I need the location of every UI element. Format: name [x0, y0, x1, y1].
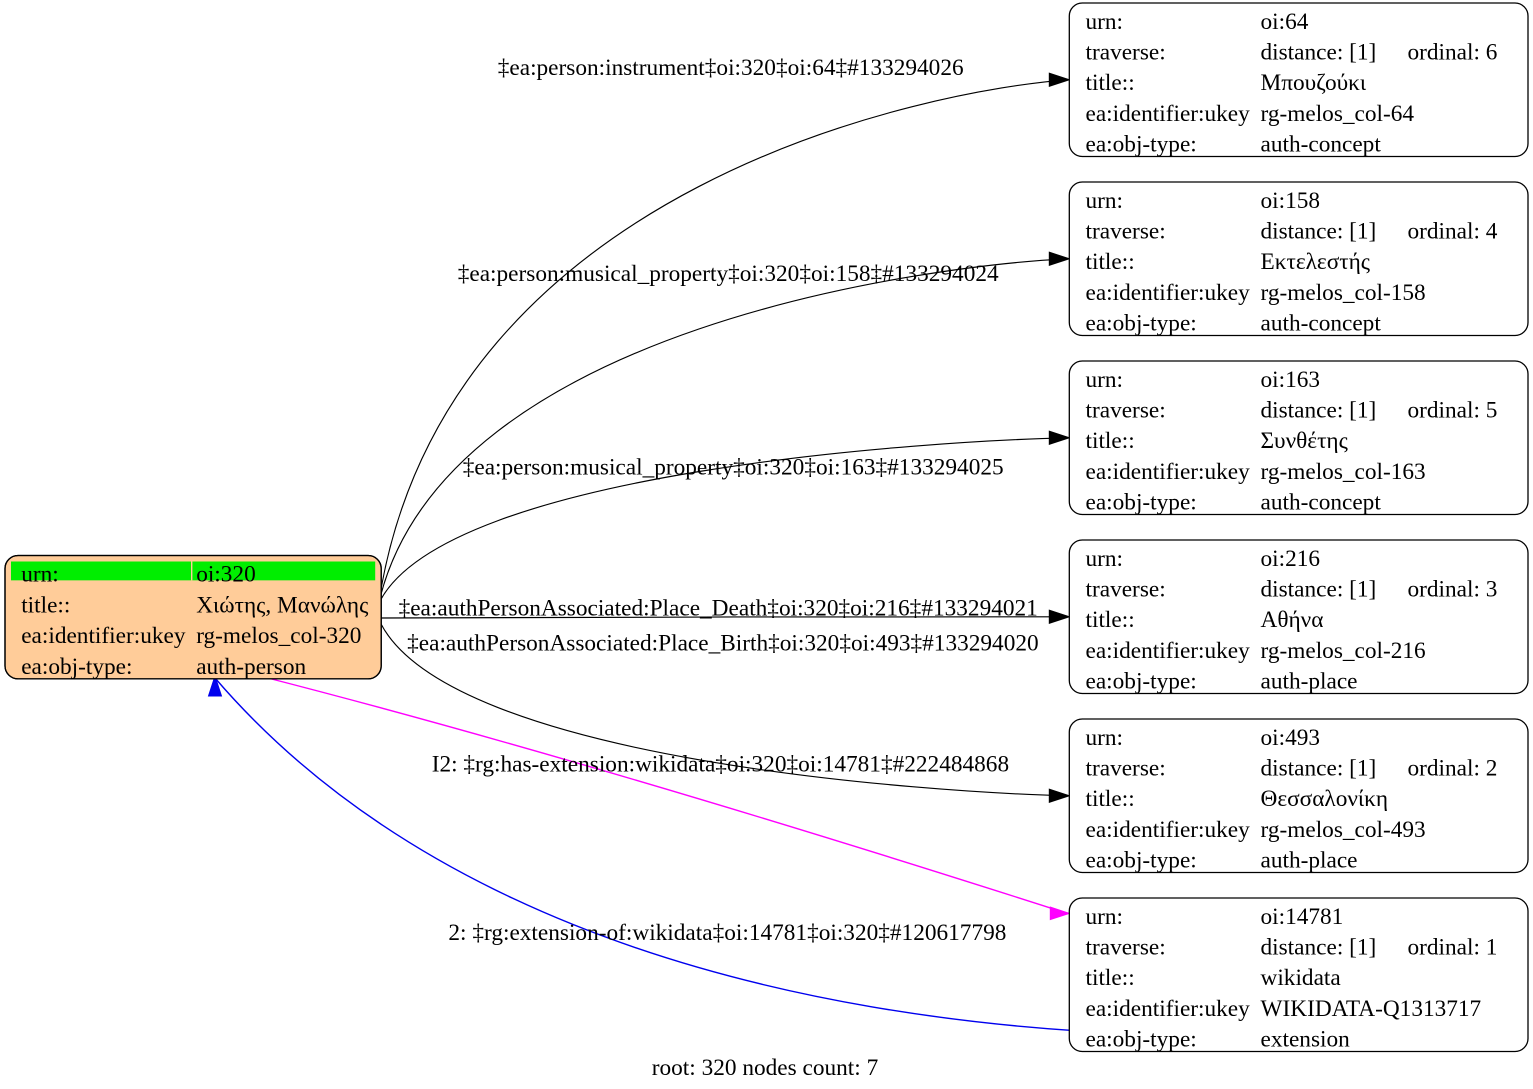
svg-text:title::: title:: [1086, 428, 1135, 454]
svg-text:rg-melos_col-158: rg-melos_col-158 [1261, 280, 1426, 306]
svg-text:rg-melos_col-493: rg-melos_col-493 [1261, 817, 1426, 843]
svg-text:ea:identifier:ukey: ea:identifier:ukey [1086, 101, 1251, 127]
svg-text:urn:: urn: [1086, 546, 1124, 572]
svg-text:auth-place: auth-place [1261, 669, 1358, 695]
svg-text:auth-person: auth-person [196, 654, 306, 680]
svg-text:ea:identifier:ukey: ea:identifier:ukey [21, 623, 186, 649]
svg-text:urn:: urn: [1086, 367, 1124, 393]
svg-text:ea:identifier:ukey: ea:identifier:ukey [1086, 280, 1251, 306]
svg-text:extension: extension [1261, 1027, 1351, 1053]
svg-text:oi:320: oi:320 [196, 561, 256, 587]
svg-text:traverse:: traverse: [1086, 934, 1166, 960]
svg-text:title::: title:: [1086, 607, 1135, 633]
svg-text:oi:493: oi:493 [1261, 725, 1321, 751]
svg-text:Θεσσαλονίκη: Θεσσαλονίκη [1261, 786, 1389, 812]
svg-text:ea:obj-type:: ea:obj-type: [21, 654, 132, 680]
svg-text:auth-concept: auth-concept [1261, 490, 1382, 516]
svg-text:urn:: urn: [1086, 9, 1124, 35]
svg-text:ordinal: 3: ordinal: 3 [1408, 576, 1498, 602]
svg-text:Αθήνα: Αθήνα [1261, 607, 1324, 633]
svg-text:title::: title:: [1086, 70, 1135, 96]
svg-text:ordinal: 2: ordinal: 2 [1408, 755, 1498, 781]
svg-text:ordinal: 1: ordinal: 1 [1408, 934, 1498, 960]
svg-text:‡ea:person:musical_property‡oi: ‡ea:person:musical_property‡oi:320‡oi:16… [463, 455, 1004, 481]
svg-text:Χιώτης, Μανώλης: Χιώτης, Μανώλης [196, 592, 368, 618]
svg-text:distance: [1]: distance: [1] [1261, 218, 1377, 244]
svg-text:ea:identifier:ukey: ea:identifier:ukey [1086, 638, 1251, 664]
svg-text:traverse:: traverse: [1086, 397, 1166, 423]
svg-text:ordinal: 6: ordinal: 6 [1408, 39, 1498, 65]
svg-text:traverse:: traverse: [1086, 755, 1166, 781]
svg-text:ordinal: 4: ordinal: 4 [1408, 218, 1498, 244]
svg-text:urn:: urn: [1086, 725, 1124, 751]
svg-text:traverse:: traverse: [1086, 218, 1166, 244]
svg-text:wikidata: wikidata [1261, 965, 1342, 991]
svg-text:ea:obj-type:: ea:obj-type: [1086, 669, 1197, 695]
svg-text:oi:163: oi:163 [1261, 367, 1321, 393]
svg-text:rg-melos_col-216: rg-melos_col-216 [1261, 638, 1426, 664]
svg-text:traverse:: traverse: [1086, 576, 1166, 602]
svg-text:urn:: urn: [1086, 904, 1124, 930]
svg-text:title::: title:: [21, 592, 70, 618]
svg-text:ordinal: 5: ordinal: 5 [1408, 397, 1498, 423]
svg-text:distance: [1]: distance: [1] [1261, 397, 1377, 423]
svg-text:title::: title:: [1086, 965, 1135, 991]
svg-text:Συνθέτης: Συνθέτης [1261, 428, 1348, 454]
svg-text:traverse:: traverse: [1086, 39, 1166, 65]
svg-text:Εκτελεστής: Εκτελεστής [1261, 249, 1371, 275]
svg-text:ea:obj-type:: ea:obj-type: [1086, 311, 1197, 337]
svg-text:auth-place: auth-place [1261, 848, 1358, 874]
svg-text:root: 320 nodes count: 7: root: 320 nodes count: 7 [652, 1055, 878, 1081]
svg-text:ea:identifier:ukey: ea:identifier:ukey [1086, 459, 1251, 485]
svg-text:title::: title:: [1086, 786, 1135, 812]
svg-text:ea:obj-type:: ea:obj-type: [1086, 132, 1197, 158]
svg-text:oi:158: oi:158 [1261, 188, 1321, 214]
svg-text:auth-concept: auth-concept [1261, 132, 1382, 158]
svg-text:oi:14781: oi:14781 [1261, 904, 1344, 930]
svg-text:oi:64: oi:64 [1261, 9, 1309, 35]
svg-text:I2: ‡rg:has-extension:wikidata: I2: ‡rg:has-extension:wikidata‡oi:320‡oi… [432, 752, 1009, 778]
svg-text:‡ea:authPersonAssociated:Place: ‡ea:authPersonAssociated:Place_Death‡oi:… [399, 596, 1038, 622]
svg-text:rg-melos_col-163: rg-melos_col-163 [1261, 459, 1426, 485]
svg-text:rg-melos_col-64: rg-melos_col-64 [1261, 101, 1415, 127]
svg-text:ea:obj-type:: ea:obj-type: [1086, 1027, 1197, 1053]
svg-text:urn:: urn: [1086, 188, 1124, 214]
svg-text:2: ‡rg:extension-of:wikidata‡o: 2: ‡rg:extension-of:wikidata‡oi:14781‡oi… [448, 920, 1006, 946]
svg-text:ea:identifier:ukey: ea:identifier:ukey [1086, 817, 1251, 843]
svg-text:ea:identifier:ukey: ea:identifier:ukey [1086, 996, 1251, 1022]
svg-text:ea:obj-type:: ea:obj-type: [1086, 848, 1197, 874]
svg-text:title::: title:: [1086, 249, 1135, 275]
svg-text:‡ea:authPersonAssociated:Place: ‡ea:authPersonAssociated:Place_Birth‡oi:… [407, 631, 1039, 657]
svg-text:‡ea:person:musical_property‡oi: ‡ea:person:musical_property‡oi:320‡oi:15… [458, 261, 999, 287]
svg-text:urn:: urn: [21, 561, 59, 587]
svg-text:Μπουζούκι: Μπουζούκι [1261, 70, 1367, 96]
svg-text:auth-concept: auth-concept [1261, 311, 1382, 337]
svg-text:distance: [1]: distance: [1] [1261, 755, 1377, 781]
svg-text:ea:obj-type:: ea:obj-type: [1086, 490, 1197, 516]
svg-text:distance: [1]: distance: [1] [1261, 576, 1377, 602]
svg-text:distance: [1]: distance: [1] [1261, 39, 1377, 65]
svg-text:distance: [1]: distance: [1] [1261, 934, 1377, 960]
svg-text:‡ea:person:instrument‡oi:320‡o: ‡ea:person:instrument‡oi:320‡oi:64‡#1332… [498, 55, 964, 81]
svg-text:oi:216: oi:216 [1261, 546, 1321, 572]
svg-text:WIKIDATA-Q1313717: WIKIDATA-Q1313717 [1261, 996, 1482, 1022]
svg-text:rg-melos_col-320: rg-melos_col-320 [196, 623, 361, 649]
